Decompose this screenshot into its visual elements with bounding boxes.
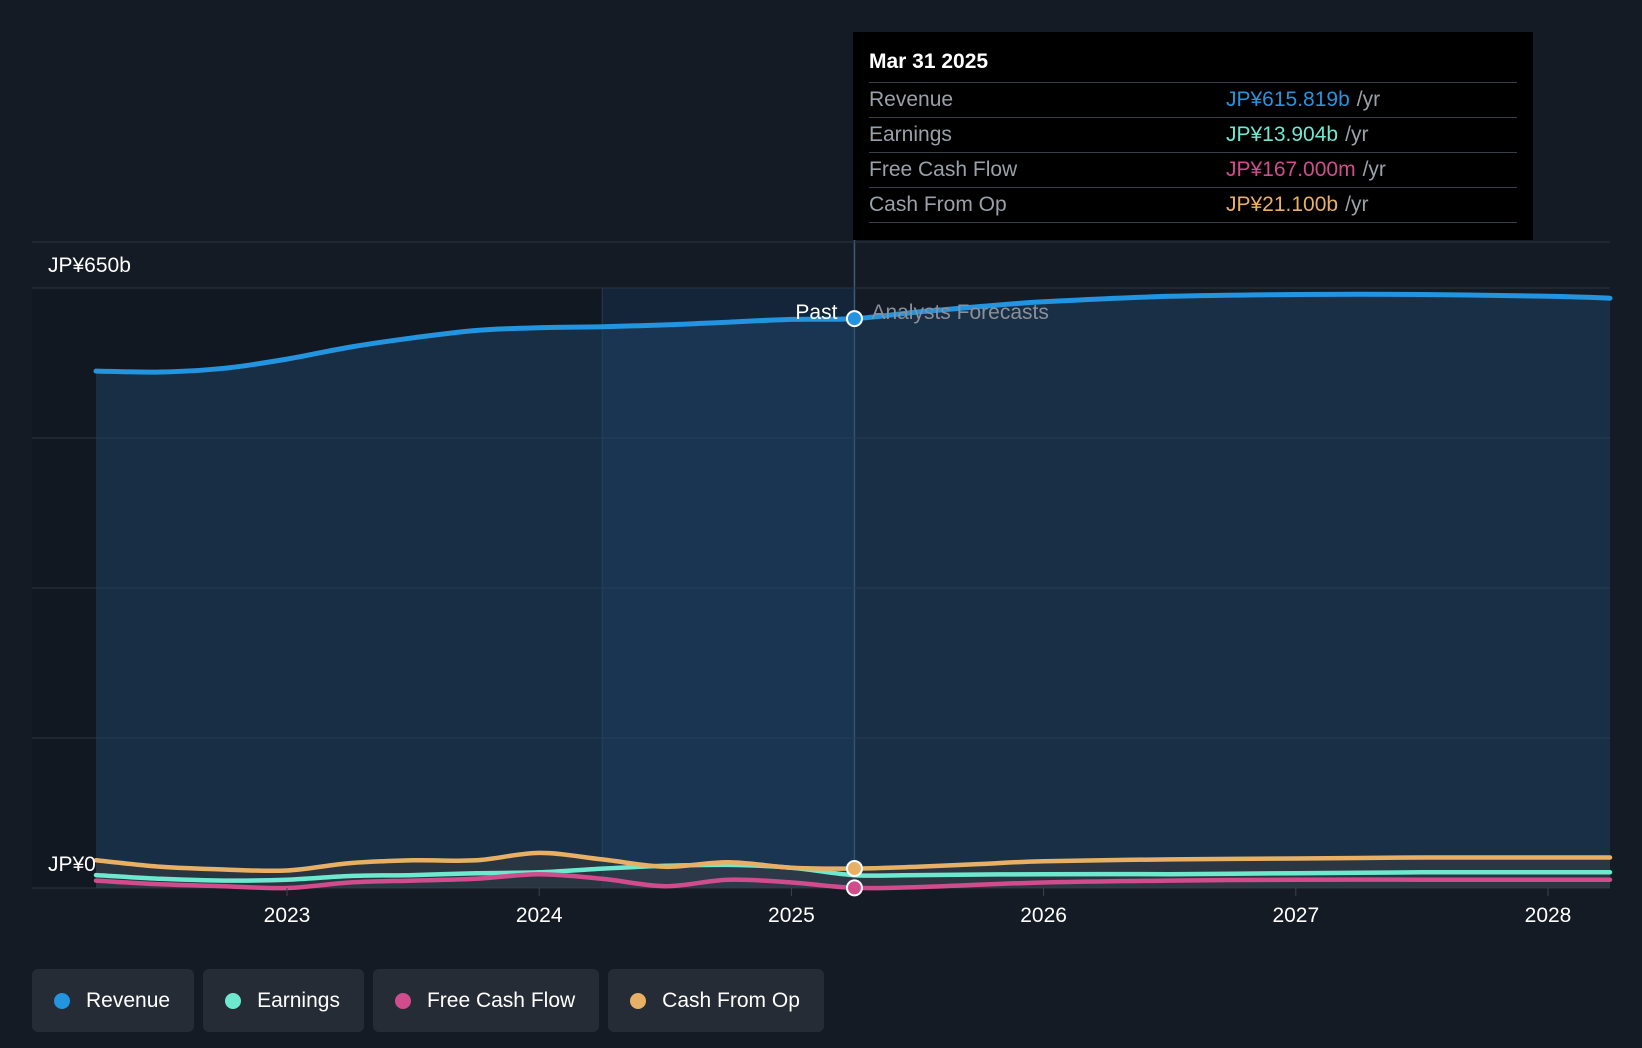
tooltip-unit: /yr [1345,123,1369,146]
x-tick-label: 2026 [1020,904,1067,927]
tooltip-label: Free Cash Flow [869,158,1018,181]
tooltip-date: Mar 31 2025 [869,46,1517,83]
tooltip-label: Earnings [869,123,952,146]
free-cash-flow-marker [845,879,863,897]
past-label: Past [795,301,837,324]
legend-label: Free Cash Flow [426,988,576,1012]
legend-item-free-cash-flow[interactable]: Free Cash Flow [372,969,600,1032]
tooltip-row-revenue: Revenue JP¥615.819b /yr [869,83,1517,118]
x-tick-label: 2025 [768,904,815,927]
tooltip-unit: /yr [1362,158,1386,181]
x-tick-label: 2023 [264,904,311,927]
legend-label: Revenue [86,988,171,1012]
tooltip-label: Revenue [869,88,954,111]
tooltip-row-cash-from-op: Cash From Op JP¥21.100b /yr [869,188,1517,223]
cash-from-op-marker [845,860,863,878]
y-axis-zero-label: JP¥0 [48,853,96,876]
tooltip-value: JP¥167.000m [1226,158,1356,181]
x-tick-label: 2027 [1272,904,1319,927]
tooltip-value: JP¥21.100b [1226,193,1339,216]
revenue-dot-icon [54,992,70,1009]
free-cash-flow-line [93,871,1613,891]
tooltip-row-free-cash-flow: Free Cash Flow JP¥167.000m /yr [869,153,1517,188]
legend-item-cash-from-op[interactable]: Cash From Op [608,969,824,1032]
x-tick-label: 2024 [516,904,563,927]
legend-item-earnings[interactable]: Earnings [203,969,364,1032]
x-tick-label: 2028 [1525,904,1572,927]
revenue-area [96,294,1610,888]
hover-tooltip: Mar 31 2025 Revenue JP¥615.819b /yr Earn… [853,32,1533,240]
y-axis-max-label: JP¥650b [48,254,131,277]
tooltip-label: Cash From Op [869,193,1007,216]
financial-chart: JP¥650b JP¥0 2023 2024 2025 2026 2027 2028 Past A… [32,240,1613,927]
revenue-line [93,291,1613,375]
legend-item-revenue[interactable]: Revenue [32,969,195,1032]
legend-label: Cash From Op [662,988,800,1012]
cash-from-op-dot-icon [630,992,647,1009]
legend-label: Earnings [257,988,340,1012]
tooltip-value: JP¥13.904b [1226,123,1339,146]
tooltip-unit: /yr [1356,88,1381,111]
tooltip-unit: /yr [1345,193,1369,216]
cash-from-op-line [93,850,1613,874]
tooltip-row-earnings: Earnings JP¥13.904b /yr [869,118,1517,153]
forecast-label: Analysts Forecasts [871,301,1048,324]
chart-legend: Revenue Earnings Free Cash Flow Cash Fro… [32,969,824,1032]
free-cash-flow-dot-icon [394,992,411,1009]
earnings-dot-icon [225,992,242,1009]
tooltip-value: JP¥615.819b [1226,88,1350,111]
revenue-marker [845,310,863,328]
